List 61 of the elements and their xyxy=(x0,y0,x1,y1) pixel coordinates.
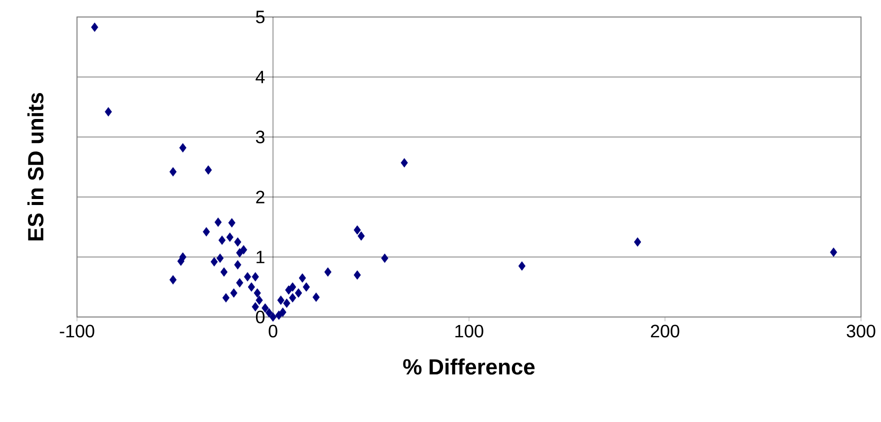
y-tick-label: 3 xyxy=(256,130,264,144)
point xyxy=(358,231,365,241)
point xyxy=(179,252,186,262)
point xyxy=(218,236,226,245)
point xyxy=(256,296,263,305)
point xyxy=(214,218,222,227)
point xyxy=(220,267,228,277)
point xyxy=(302,282,310,292)
point xyxy=(277,296,284,305)
y-axis-title: ES in SD units xyxy=(27,92,44,240)
point xyxy=(285,285,292,295)
point xyxy=(234,260,242,270)
x-tick-label: 100 xyxy=(455,324,484,338)
point xyxy=(354,270,361,280)
point xyxy=(234,237,242,247)
point xyxy=(354,225,361,235)
y-tick-label: 5 xyxy=(256,10,264,24)
point xyxy=(216,254,224,263)
point xyxy=(204,165,212,175)
point xyxy=(230,288,238,298)
point xyxy=(269,312,277,322)
point xyxy=(381,254,388,263)
point xyxy=(279,308,286,317)
point xyxy=(252,302,259,312)
x-tick-label: -100 xyxy=(60,324,94,338)
point xyxy=(226,232,234,242)
point xyxy=(830,248,838,257)
point xyxy=(254,288,261,298)
point xyxy=(289,293,296,302)
x-axis-title: % Difference xyxy=(403,358,535,375)
point xyxy=(169,275,177,284)
y-tick-label: 2 xyxy=(256,190,264,204)
x-tick-label: 200 xyxy=(650,324,680,338)
point xyxy=(294,288,302,298)
x-tick-label: 300 xyxy=(846,324,876,338)
y-tick-label: 4 xyxy=(256,70,265,84)
point xyxy=(222,293,230,302)
point xyxy=(400,158,408,168)
point xyxy=(244,272,252,282)
point xyxy=(634,237,642,247)
point xyxy=(518,261,526,271)
point xyxy=(252,272,259,282)
point xyxy=(202,227,210,236)
point xyxy=(298,273,306,283)
point xyxy=(104,107,112,116)
point xyxy=(248,282,256,292)
x-tick-label: 0 xyxy=(268,324,278,338)
point xyxy=(210,257,218,266)
point xyxy=(312,292,320,302)
point xyxy=(91,22,98,32)
point xyxy=(169,167,177,176)
point xyxy=(324,267,332,277)
point xyxy=(283,298,290,308)
point xyxy=(228,218,236,228)
y-tick-label: 1 xyxy=(256,250,264,264)
point xyxy=(179,143,186,152)
y-tick-label: 0 xyxy=(256,310,265,324)
point xyxy=(266,308,273,318)
point xyxy=(236,248,244,258)
point xyxy=(289,282,296,292)
point xyxy=(236,278,244,288)
